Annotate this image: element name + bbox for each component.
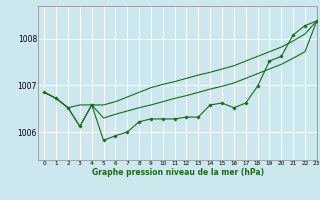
X-axis label: Graphe pression niveau de la mer (hPa): Graphe pression niveau de la mer (hPa) xyxy=(92,168,264,177)
